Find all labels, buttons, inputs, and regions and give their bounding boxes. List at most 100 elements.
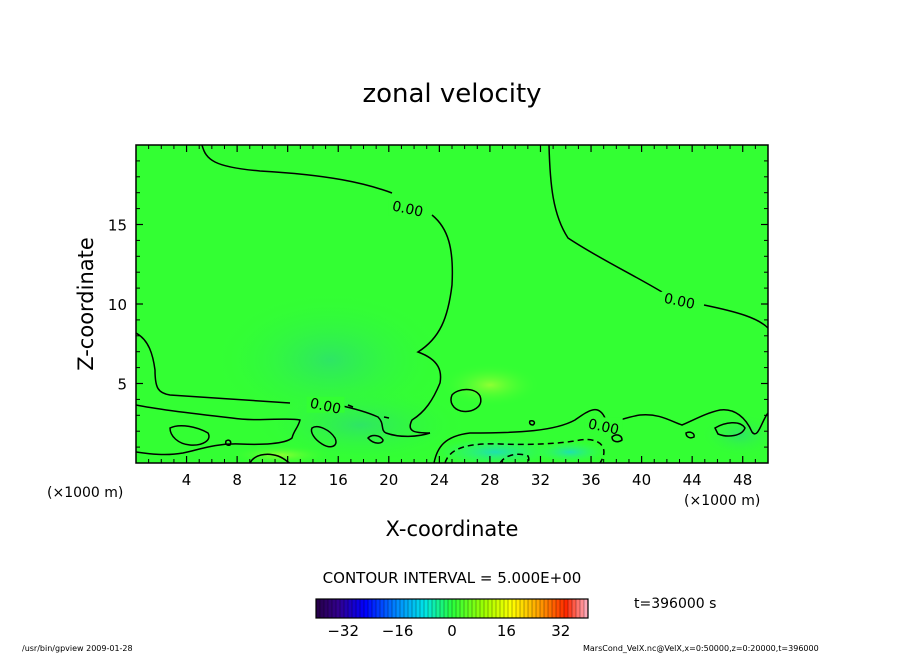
colorbar-swatch xyxy=(356,599,361,618)
y-tick-label: 10 xyxy=(108,296,127,314)
field-shade-negative xyxy=(435,438,555,463)
colorbar-swatch xyxy=(464,599,469,618)
x-unit-left: (×1000 m) xyxy=(47,485,123,501)
colorbar-swatch xyxy=(544,599,549,618)
colorbar-swatch xyxy=(452,599,457,618)
colorbar xyxy=(316,599,589,618)
colorbar-swatch xyxy=(396,599,401,618)
colorbar-swatch xyxy=(348,599,353,618)
colorbar-swatch xyxy=(484,599,489,618)
colorbar-swatch xyxy=(368,599,373,618)
contour-tick-2 xyxy=(383,416,390,419)
x-unit-right: (×1000 m) xyxy=(684,493,760,509)
x-tick-label: 36 xyxy=(581,471,600,489)
colorbar-swatch xyxy=(400,599,405,618)
colorbar-swatch xyxy=(408,599,413,618)
colorbar-swatch xyxy=(432,599,437,618)
colorbar-swatch xyxy=(472,599,477,618)
colorbar-swatch xyxy=(468,599,473,618)
x-tick-label: 4 xyxy=(182,471,192,489)
colorbar-swatch xyxy=(492,599,497,618)
y-tick-label: 5 xyxy=(117,376,127,394)
contour-closed-8 xyxy=(611,434,623,443)
colorbar-swatch xyxy=(576,599,581,618)
contour-closed-3 xyxy=(450,388,482,413)
colorbar-swatch xyxy=(508,599,513,618)
colorbar-swatch xyxy=(496,599,501,618)
x-tick-label: 32 xyxy=(531,471,550,489)
colorbar-frame xyxy=(315,598,589,619)
colorbar-swatch xyxy=(456,599,461,618)
colorbar-swatch xyxy=(392,599,397,618)
colorbar-swatch xyxy=(388,599,393,618)
colorbar-swatch xyxy=(352,599,357,618)
contour-label-bg xyxy=(306,396,345,413)
x-tick-label: 48 xyxy=(733,471,752,489)
colorbar-swatch xyxy=(416,599,421,618)
x-tick-label: 8 xyxy=(232,471,242,489)
contour-interval: CONTOUR INTERVAL = 5.000E+00 xyxy=(323,569,582,587)
x-tick-label: 16 xyxy=(329,471,348,489)
colorbar-ticks: −32 −16 0 16 32 xyxy=(327,622,570,640)
colorbar-swatch xyxy=(440,599,445,618)
footer-right: MarsCond_VelX.nc@VelX,x=0:50000,z=0:2000… xyxy=(583,644,819,653)
colorbar-swatch xyxy=(404,599,409,618)
colorbar-tick-label: 0 xyxy=(447,622,457,640)
colorbar-swatch xyxy=(344,599,349,618)
colorbar-swatch xyxy=(540,599,545,618)
colorbar-swatch xyxy=(436,599,441,618)
x-tick-label: 24 xyxy=(430,471,449,489)
contour-closed-5 xyxy=(225,439,232,446)
contour-zero-lower-left xyxy=(136,332,431,438)
colorbar-swatch xyxy=(476,599,481,618)
colorbar-swatch xyxy=(324,599,329,618)
colorbar-swatch xyxy=(372,599,377,618)
contour-label-bg xyxy=(584,417,623,434)
colorbar-swatch xyxy=(516,599,521,618)
x-tick-label: 40 xyxy=(632,471,651,489)
colorbar-swatch xyxy=(424,599,429,618)
plot-area: 0.00 0.00 0.00 0.00 xyxy=(136,145,768,463)
contour-lines xyxy=(136,145,768,463)
colorbar-swatch xyxy=(328,599,333,618)
contour-closed-6 xyxy=(528,420,536,426)
colorbar-swatch xyxy=(364,599,369,618)
colorbar-swatch xyxy=(316,599,321,618)
contour-label: 0.00 xyxy=(662,291,696,313)
contour-label: 0.00 xyxy=(587,416,621,438)
colorbar-swatch xyxy=(520,599,525,618)
contour-label: 0.00 xyxy=(391,199,425,221)
x-tick-label: 20 xyxy=(379,471,398,489)
contour-closed-7 xyxy=(685,431,695,439)
x-tick-label: 12 xyxy=(278,471,297,489)
time-label: t=396000 s xyxy=(634,596,716,612)
colorbar-swatch xyxy=(428,599,433,618)
contour-closed-2 xyxy=(310,426,337,448)
colorbar-tick-label: 16 xyxy=(497,622,516,640)
y-ticks: 5 10 15 xyxy=(108,160,768,448)
colorbar-swatch xyxy=(480,599,485,618)
contour-labels: 0.00 0.00 0.00 0.00 xyxy=(306,199,699,438)
colorbar-swatch xyxy=(340,599,345,618)
y-tick-label: 15 xyxy=(108,217,127,235)
colorbar-swatch xyxy=(460,599,465,618)
colorbar-swatch xyxy=(532,599,537,618)
colorbar-swatch xyxy=(568,599,573,618)
footer-left: /usr/bin/gpview 2009-01-28 xyxy=(22,644,133,653)
contour-closed-4 xyxy=(366,434,384,444)
colorbar-swatch xyxy=(332,599,337,618)
colorbar-tick-label: −16 xyxy=(382,622,414,640)
colorbar-swatch xyxy=(584,599,589,618)
colorbar-swatch xyxy=(360,599,365,618)
colorbar-swatch xyxy=(524,599,529,618)
field-shade-positive-2 xyxy=(230,445,330,463)
colorbar-swatch xyxy=(336,599,341,618)
colorbar-swatch xyxy=(552,599,557,618)
colorbar-swatch xyxy=(556,599,561,618)
contour-negative-dashed-2 xyxy=(499,453,530,463)
contour-zero-left-wiggle xyxy=(136,404,301,456)
colorbar-swatch xyxy=(384,599,389,618)
colorbar-swatch xyxy=(560,599,565,618)
field-shade-low xyxy=(250,385,470,463)
